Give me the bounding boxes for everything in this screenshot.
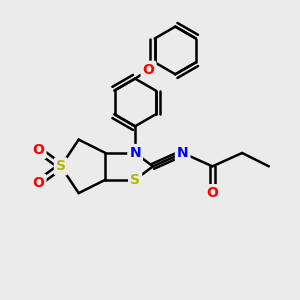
Text: O: O [33, 143, 44, 157]
Text: O: O [142, 63, 154, 77]
Text: S: S [56, 159, 66, 173]
Text: S: S [130, 173, 140, 187]
Text: N: N [129, 146, 141, 160]
Text: N: N [177, 146, 188, 160]
Text: O: O [206, 186, 218, 200]
Text: O: O [33, 176, 44, 190]
